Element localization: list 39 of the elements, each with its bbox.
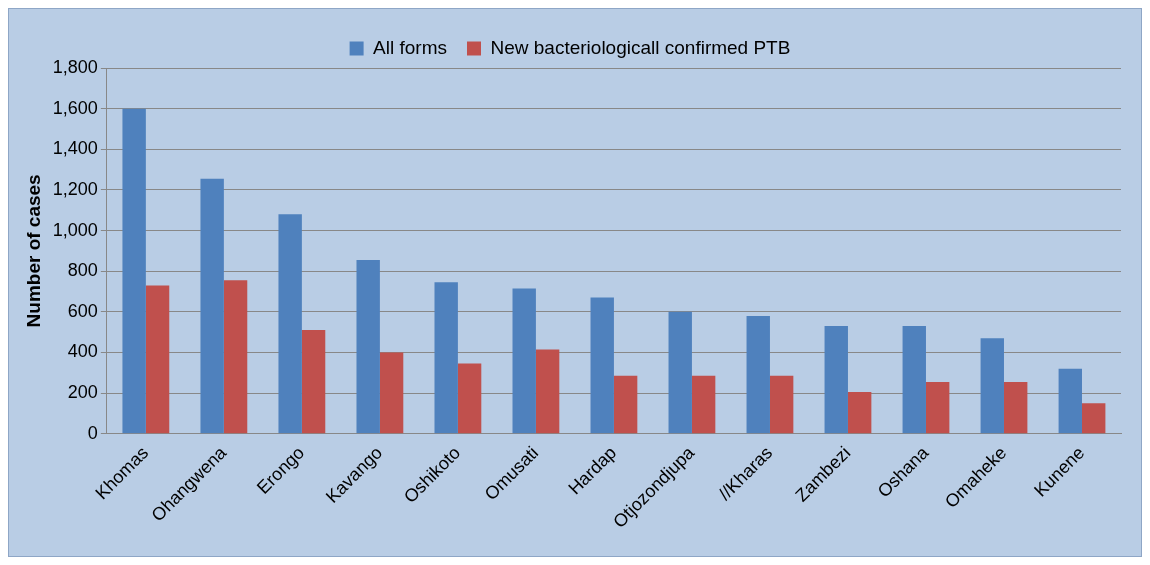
bar (668, 311, 692, 434)
bar (145, 285, 170, 434)
bar (980, 338, 1004, 434)
y-tick-label: 1,200 (52, 178, 98, 199)
y-tick-label: 600 (67, 300, 98, 321)
y-tick-label: 0 (87, 422, 98, 443)
bar (824, 326, 848, 434)
bar (356, 260, 380, 434)
legend-label: New bacteriologicall confirmed PTB (490, 36, 791, 58)
y-tick-label: 400 (67, 341, 98, 362)
bar (1058, 368, 1082, 434)
bar (1081, 403, 1106, 434)
bar (200, 178, 224, 434)
bar (301, 330, 326, 434)
bar (379, 352, 404, 434)
bar (590, 297, 614, 434)
bar (512, 288, 536, 434)
y-tick-label: 1,800 (52, 56, 98, 77)
y-tick-label: 1,400 (52, 138, 98, 159)
bar (769, 375, 794, 434)
bar (457, 363, 482, 434)
legend-label: All forms (373, 36, 448, 58)
y-tick-label: 1,000 (52, 219, 98, 240)
bar (925, 381, 950, 434)
bar (613, 375, 638, 434)
bar (434, 282, 458, 434)
bar (1003, 381, 1028, 434)
y-tick-label: 200 (67, 382, 98, 403)
y-tick-label: 1,600 (52, 97, 98, 118)
bar (535, 349, 560, 434)
bar (746, 315, 770, 434)
y-axis-title: Number of cases (22, 174, 44, 328)
bar (847, 392, 872, 434)
bar (691, 375, 716, 434)
bar (902, 326, 926, 434)
bar (223, 280, 248, 434)
bar (122, 108, 146, 434)
bar (278, 214, 302, 434)
y-tick-label: 800 (67, 260, 98, 281)
